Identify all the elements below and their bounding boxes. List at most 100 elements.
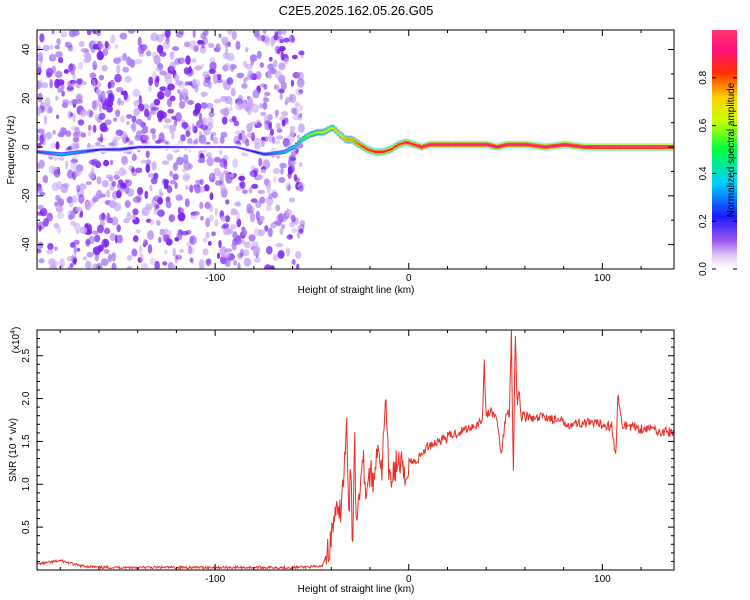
noise-blob xyxy=(259,62,264,68)
noise-blob xyxy=(85,181,92,186)
noise-blob xyxy=(188,40,197,50)
noise-blob xyxy=(107,81,112,89)
ridge-segment xyxy=(199,146,203,149)
noise-blob xyxy=(255,210,261,221)
ridge-segment xyxy=(522,143,526,146)
ridge-segment xyxy=(322,130,326,133)
noise-blob xyxy=(73,222,81,231)
noise-blob xyxy=(147,173,156,178)
noise-blob xyxy=(241,189,248,194)
noise-blob xyxy=(79,109,88,117)
noise-blob xyxy=(124,75,132,83)
ridge-segment xyxy=(415,144,419,147)
ridge-segment xyxy=(157,146,161,149)
noise-blob xyxy=(258,157,263,167)
ridge-segment xyxy=(229,146,233,149)
ridge-segment xyxy=(118,148,122,151)
noise-blob xyxy=(284,117,289,125)
ridge-segment xyxy=(627,146,630,149)
noise-blob xyxy=(69,63,74,71)
noise-blob xyxy=(68,82,72,89)
noise-blob xyxy=(202,79,211,87)
ridge-segment xyxy=(285,149,289,152)
noise-blob xyxy=(47,243,54,251)
ridge-segment xyxy=(202,146,205,149)
ridge-segment xyxy=(411,143,414,146)
noise-blob xyxy=(208,111,215,118)
ridge-segment xyxy=(494,145,498,148)
ridge-segment xyxy=(590,146,593,149)
ridge-segment xyxy=(178,146,182,149)
ridge-segment xyxy=(573,144,577,147)
noise-blob xyxy=(43,115,48,125)
noise-blob xyxy=(45,249,54,255)
noise-blob xyxy=(38,161,42,167)
noise-blob xyxy=(159,51,167,57)
noise-blob xyxy=(237,252,244,258)
noise-blob xyxy=(54,78,61,89)
noise-blob xyxy=(157,91,165,100)
noise-blob xyxy=(72,113,76,123)
ridge-segment xyxy=(164,146,168,149)
noise-blob xyxy=(298,123,305,133)
ridge-segment xyxy=(50,152,54,155)
noise-blob xyxy=(131,115,137,123)
ridge-segment xyxy=(332,127,335,130)
noise-blob xyxy=(151,161,157,171)
ridge-segment xyxy=(123,147,126,150)
noise-blob xyxy=(138,95,142,105)
ridge-segment xyxy=(232,146,235,149)
ridge-segment xyxy=(55,152,59,155)
noise-blob xyxy=(279,228,284,235)
ridge-segment xyxy=(325,129,328,132)
ridge-segment xyxy=(308,133,312,136)
noise-blob xyxy=(114,170,120,176)
ridge-segment xyxy=(153,146,156,149)
noise-blob xyxy=(247,70,254,80)
noise-blob xyxy=(276,128,283,133)
snr-panel: -100 0 100 0.5 1.0 1.5 2.0 2.5 Height of straig… xyxy=(8,327,675,595)
noise-blob xyxy=(89,72,97,79)
ridge-segment xyxy=(62,153,66,156)
noise-blob xyxy=(206,152,213,158)
ridge-segment xyxy=(631,146,635,149)
noise-blob xyxy=(140,159,147,164)
noise-blob xyxy=(115,87,124,93)
ridge-segment xyxy=(318,131,321,134)
noise-blob xyxy=(235,101,244,111)
snr-series-line xyxy=(37,330,674,570)
spectrogram-x-axis-label: Height of straight line (km) xyxy=(298,285,415,296)
noise-blob xyxy=(55,51,63,58)
noise-blob xyxy=(139,252,144,262)
noise-blob xyxy=(213,98,222,104)
noise-blob xyxy=(235,200,241,205)
noise-blob xyxy=(263,178,270,186)
noise-blob xyxy=(88,171,96,180)
ridge-segment xyxy=(648,146,651,149)
noise-blob xyxy=(264,36,271,46)
noise-blob xyxy=(290,214,296,223)
noise-blob xyxy=(149,184,153,192)
noise-blob xyxy=(296,78,305,88)
ridge-segment xyxy=(141,146,145,149)
noise-blob xyxy=(169,51,175,60)
noise-blob xyxy=(289,130,295,137)
noise-blob xyxy=(148,84,152,92)
noise-blob xyxy=(67,169,74,179)
noise-blob xyxy=(116,224,121,233)
noise-blob xyxy=(58,57,64,64)
ridge-segment xyxy=(455,143,458,146)
noise-blob xyxy=(69,200,74,208)
ridge-segment xyxy=(490,144,493,147)
ridge-segment xyxy=(436,143,440,146)
ridge-segment xyxy=(169,146,173,149)
noise-blob xyxy=(102,48,109,56)
noise-blob xyxy=(126,265,133,269)
noise-blob xyxy=(82,58,90,63)
ridge-segment xyxy=(385,149,389,152)
noise-blob xyxy=(241,229,248,236)
ridge-segment xyxy=(476,143,479,146)
noise-blob xyxy=(249,212,256,223)
noise-blob xyxy=(189,257,193,263)
noise-blob xyxy=(229,97,233,107)
